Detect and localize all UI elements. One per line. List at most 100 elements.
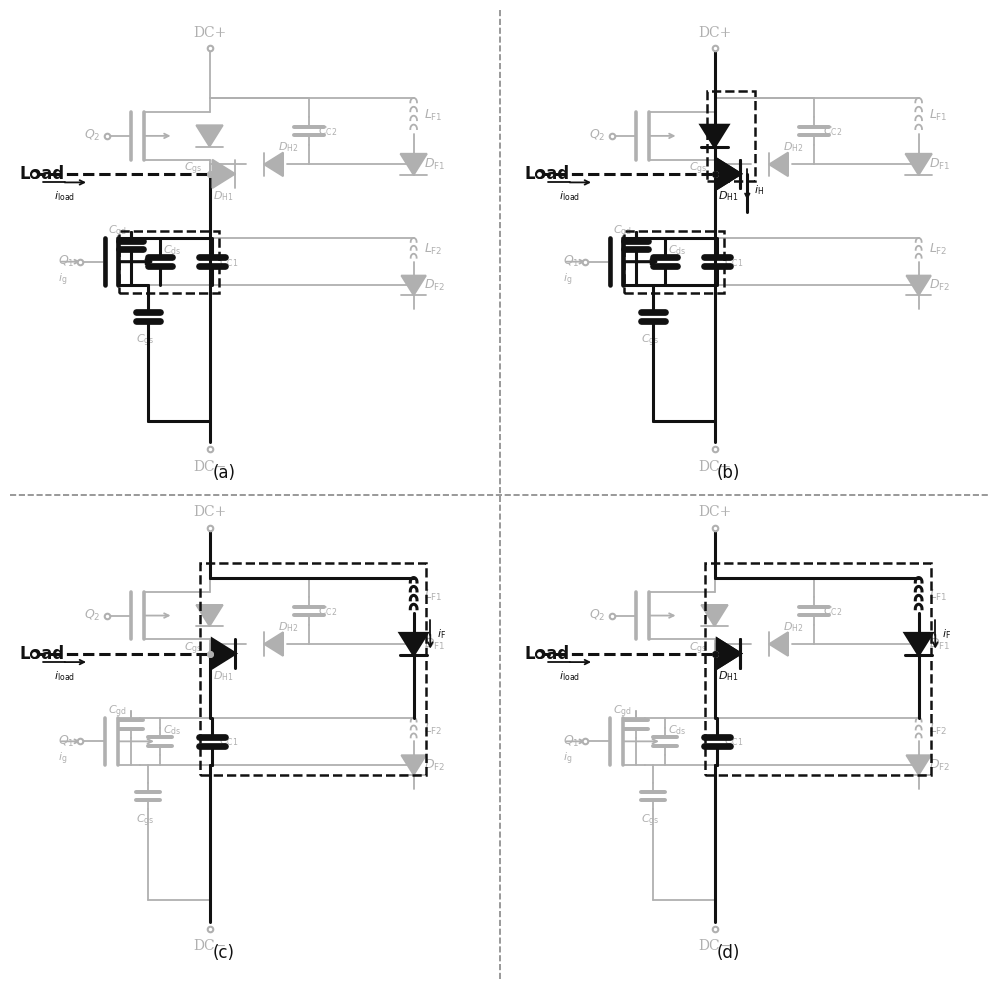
Text: $C_{\rm gs}$: $C_{\rm gs}$ xyxy=(136,813,155,829)
Text: $C_{\rm gs}$: $C_{\rm gs}$ xyxy=(184,641,202,657)
Polygon shape xyxy=(264,152,283,176)
Text: $C_{\rm gs}$: $C_{\rm gs}$ xyxy=(689,641,707,657)
Text: $C_{\rm gs}$: $C_{\rm gs}$ xyxy=(184,161,202,177)
Text: $D_{\rm H1}$: $D_{\rm H1}$ xyxy=(213,189,234,203)
Text: $C_{\rm C1}$: $C_{\rm C1}$ xyxy=(219,735,238,749)
Text: $C_{\rm gs}$: $C_{\rm gs}$ xyxy=(136,333,155,349)
Text: Load: Load xyxy=(525,165,570,183)
Polygon shape xyxy=(905,153,932,175)
Polygon shape xyxy=(196,605,223,626)
Text: $i_{\rm g}$: $i_{\rm g}$ xyxy=(563,751,572,767)
Text: $C_{\rm gd}$: $C_{\rm gd}$ xyxy=(613,224,631,240)
Text: $C_{\rm ds}$: $C_{\rm ds}$ xyxy=(163,723,182,737)
Polygon shape xyxy=(717,159,740,188)
Text: $C_{\rm C2}$: $C_{\rm C2}$ xyxy=(823,604,842,618)
Text: $C_{\rm gs}$: $C_{\rm gs}$ xyxy=(641,813,660,829)
Text: $D_{\rm F2}$: $D_{\rm F2}$ xyxy=(929,758,950,772)
Text: $i_{\rm H}$: $i_{\rm H}$ xyxy=(754,184,764,198)
Text: $i_{\rm g}$: $i_{\rm g}$ xyxy=(58,751,67,767)
Text: $D_{\rm F2}$: $D_{\rm F2}$ xyxy=(424,278,445,293)
Polygon shape xyxy=(717,639,740,668)
Polygon shape xyxy=(769,632,788,656)
Polygon shape xyxy=(701,126,728,146)
Text: $C_{\rm ds}$: $C_{\rm ds}$ xyxy=(163,243,182,257)
Text: $L_{\rm F2}$: $L_{\rm F2}$ xyxy=(424,242,443,257)
Text: $C_{\rm C1}$: $C_{\rm C1}$ xyxy=(724,255,743,269)
Text: $L_{\rm F2}$: $L_{\rm F2}$ xyxy=(929,242,948,257)
Text: $D_{\rm F1}$: $D_{\rm F1}$ xyxy=(929,157,950,172)
Polygon shape xyxy=(212,639,235,668)
Text: $L_{\rm F1}$: $L_{\rm F1}$ xyxy=(424,587,443,603)
Polygon shape xyxy=(905,633,932,655)
Text: (d): (d) xyxy=(717,944,740,962)
Text: Load: Load xyxy=(20,165,65,183)
Text: DC−: DC− xyxy=(193,460,226,474)
Text: $i_{\rm g}$: $i_{\rm g}$ xyxy=(58,271,67,288)
Text: $L_{\rm F2}$: $L_{\rm F2}$ xyxy=(424,722,443,737)
Polygon shape xyxy=(400,633,427,655)
Polygon shape xyxy=(905,633,932,655)
Text: (c): (c) xyxy=(213,944,235,962)
Text: $D_{\rm F2}$: $D_{\rm F2}$ xyxy=(424,758,445,772)
Text: $D_{\rm H2}$: $D_{\rm H2}$ xyxy=(783,140,804,154)
Text: DC−: DC− xyxy=(698,460,731,474)
Text: $D_{\rm H1}$: $D_{\rm H1}$ xyxy=(718,189,739,203)
Text: $D_{\rm F1}$: $D_{\rm F1}$ xyxy=(929,637,950,652)
Text: $i_{\rm load}$: $i_{\rm load}$ xyxy=(54,190,75,204)
Text: $C_{\rm C2}$: $C_{\rm C2}$ xyxy=(318,604,337,618)
Polygon shape xyxy=(400,153,427,175)
Text: $L_{\rm F1}$: $L_{\rm F1}$ xyxy=(929,587,948,603)
Text: DC−: DC− xyxy=(193,940,226,953)
Polygon shape xyxy=(401,756,426,775)
Text: $C_{\rm ds}$: $C_{\rm ds}$ xyxy=(668,243,687,257)
Polygon shape xyxy=(717,639,740,668)
Text: $L_{\rm F2}$: $L_{\rm F2}$ xyxy=(929,722,948,737)
Text: $C_{\rm gd}$: $C_{\rm gd}$ xyxy=(108,703,126,720)
Polygon shape xyxy=(906,756,931,775)
Polygon shape xyxy=(401,276,426,296)
Text: DC+: DC+ xyxy=(193,505,226,519)
Text: $i_{\rm load}$: $i_{\rm load}$ xyxy=(559,670,580,683)
Text: $Q_1$: $Q_1$ xyxy=(58,254,74,269)
Text: $D_{\rm H2}$: $D_{\rm H2}$ xyxy=(278,620,299,634)
Text: $C_{\rm C2}$: $C_{\rm C2}$ xyxy=(823,125,842,138)
Text: $C_{\rm gd}$: $C_{\rm gd}$ xyxy=(108,224,126,240)
Polygon shape xyxy=(264,632,283,656)
Text: DC+: DC+ xyxy=(193,26,226,40)
Text: $C_{\rm ds}$: $C_{\rm ds}$ xyxy=(668,723,687,737)
Text: $D_{\rm H2}$: $D_{\rm H2}$ xyxy=(783,620,804,634)
Text: $C_{\rm C1}$: $C_{\rm C1}$ xyxy=(219,255,238,269)
Polygon shape xyxy=(400,633,427,655)
Polygon shape xyxy=(701,605,728,626)
Text: $L_{\rm F1}$: $L_{\rm F1}$ xyxy=(424,108,443,124)
Text: $D_{\rm F1}$: $D_{\rm F1}$ xyxy=(424,157,445,172)
Polygon shape xyxy=(212,639,235,668)
Text: $i_{\rm load}$: $i_{\rm load}$ xyxy=(559,190,580,204)
Text: $D_{\rm H1}$: $D_{\rm H1}$ xyxy=(213,669,234,682)
Polygon shape xyxy=(212,159,235,188)
Text: $i_{\rm F}$: $i_{\rm F}$ xyxy=(437,628,446,642)
Text: $Q_2$: $Q_2$ xyxy=(589,129,605,143)
Text: $L_{\rm F1}$: $L_{\rm F1}$ xyxy=(929,108,948,124)
Text: $i_{\rm F}$: $i_{\rm F}$ xyxy=(942,628,951,642)
Text: DC+: DC+ xyxy=(698,26,731,40)
Polygon shape xyxy=(769,152,788,176)
Text: Load: Load xyxy=(20,645,65,663)
Text: (b): (b) xyxy=(717,465,740,483)
Polygon shape xyxy=(701,126,728,146)
Text: $Q_2$: $Q_2$ xyxy=(84,608,100,623)
Text: $Q_1$: $Q_1$ xyxy=(58,734,74,749)
Text: $i_{\rm g}$: $i_{\rm g}$ xyxy=(563,271,572,288)
Text: $C_{\rm C2}$: $C_{\rm C2}$ xyxy=(318,125,337,138)
Text: $C_{\rm C1}$: $C_{\rm C1}$ xyxy=(724,735,743,749)
Text: $C_{\rm gd}$: $C_{\rm gd}$ xyxy=(613,703,631,720)
Text: DC−: DC− xyxy=(698,940,731,953)
Text: $D_{\rm F1}$: $D_{\rm F1}$ xyxy=(424,637,445,652)
Text: Load: Load xyxy=(525,645,570,663)
Polygon shape xyxy=(196,126,223,146)
Text: $D_{\rm F2}$: $D_{\rm F2}$ xyxy=(929,278,950,293)
Text: $D_{\rm H2}$: $D_{\rm H2}$ xyxy=(278,140,299,154)
Polygon shape xyxy=(717,159,740,188)
Text: $Q_1$: $Q_1$ xyxy=(563,254,579,269)
Polygon shape xyxy=(906,276,931,296)
